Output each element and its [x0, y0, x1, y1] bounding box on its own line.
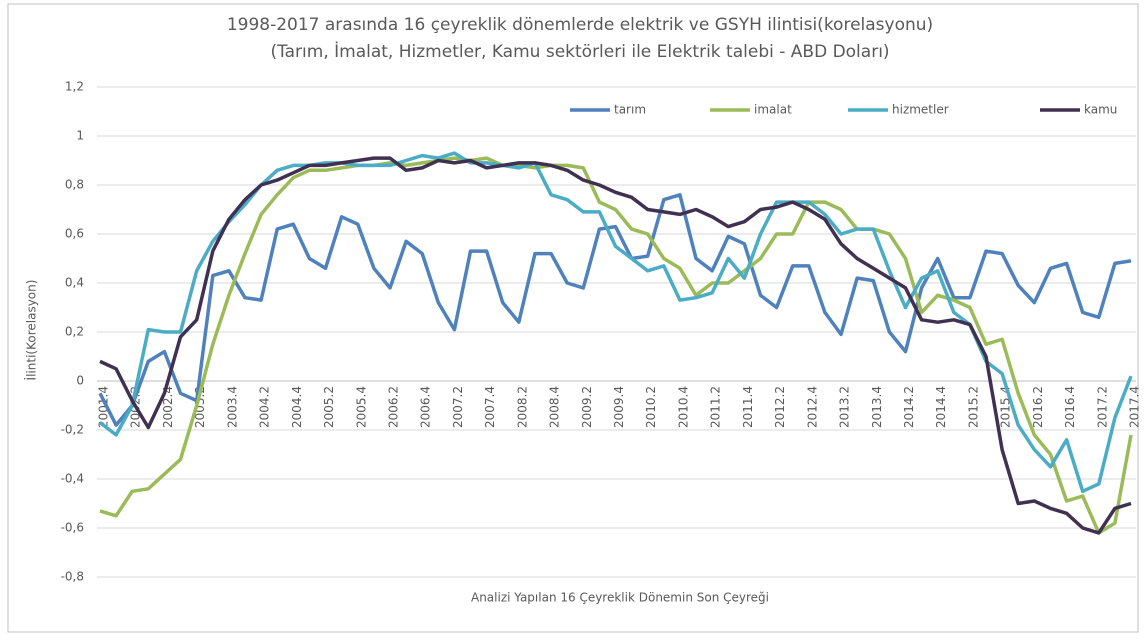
y-tick-label: 0,6 [65, 227, 84, 241]
legend-label: imalat [754, 103, 792, 117]
x-tick-label: 2014.4 [934, 386, 948, 428]
x-tick-label: 2015.2 [966, 386, 980, 428]
x-tick-label: 2004.4 [290, 386, 304, 428]
y-tick-label: 0 [76, 374, 84, 388]
chart-title: 1998-2017 arasında 16 çeyreklik dönemler… [227, 15, 933, 35]
chart-frame [7, 3, 1139, 633]
series-line [99, 156, 1133, 535]
y-tick-label: -0,8 [61, 570, 84, 584]
x-tick-label: 2011.4 [741, 386, 755, 428]
legend-label: tarım [614, 103, 646, 117]
chart-subtitle: (Tarım, İmalat, Hizmetler, Kamu sektörle… [270, 41, 889, 62]
y-tick-label: -0,2 [61, 423, 84, 437]
y-tick-label: -0,4 [61, 472, 84, 486]
x-tick-label: 2003.4 [225, 386, 239, 428]
x-axis-title: Analizi Yapılan 16 Çeyreklik Dönemin Son… [471, 591, 769, 605]
x-tick-label: 2006.2 [386, 386, 400, 428]
x-tick-label: 2015.4 [999, 386, 1013, 428]
x-tick-label: 2010.2 [644, 386, 658, 428]
x-tick-label: 2016.4 [1063, 386, 1077, 428]
x-tick-label: 2013.4 [870, 386, 884, 428]
x-tick-label: 2012.4 [805, 386, 819, 428]
y-tick-label: 0,4 [65, 276, 84, 290]
x-tick-label: 2016.2 [1031, 386, 1045, 428]
x-tick-label: 2005.2 [322, 386, 336, 428]
y-tick-label: -0,6 [61, 521, 84, 535]
series-line [98, 151, 1133, 494]
x-tick-label: 2006.4 [419, 386, 433, 428]
x-tick-label: 2017.4 [1128, 386, 1142, 428]
y-tick-label: 0,8 [65, 178, 84, 192]
legend-label: kamu [1084, 103, 1117, 117]
y-axis-title: İlinti(Korelasyon) [24, 280, 39, 381]
x-tick-label: 2017.2 [1095, 386, 1109, 428]
x-tick-label: 2011.2 [709, 386, 723, 428]
legend-label: hizmetler [892, 103, 949, 117]
x-tick-label: 2013.2 [838, 386, 852, 428]
x-tick-label: 2014.2 [902, 386, 916, 428]
x-tick-label: 2008.2 [515, 386, 529, 428]
series-line [98, 193, 1132, 427]
x-tick-label: 2007.4 [483, 386, 497, 428]
x-tick-label: 2004.2 [258, 386, 272, 428]
x-tick-label: 2007.2 [451, 386, 465, 428]
y-tick-label: 1 [76, 129, 84, 143]
x-tick-label: 2010.4 [676, 386, 690, 428]
y-tick-label: 1,2 [65, 80, 84, 94]
y-tick-label: 0,2 [65, 325, 84, 339]
x-tick-label: 2008.4 [548, 386, 562, 428]
x-tick-label: 2009.4 [612, 386, 626, 428]
x-tick-label: 2009.2 [580, 386, 594, 428]
x-tick-label: 2005.4 [354, 386, 368, 428]
series-line [99, 156, 1132, 535]
x-tick-label: 2012.2 [773, 386, 787, 428]
